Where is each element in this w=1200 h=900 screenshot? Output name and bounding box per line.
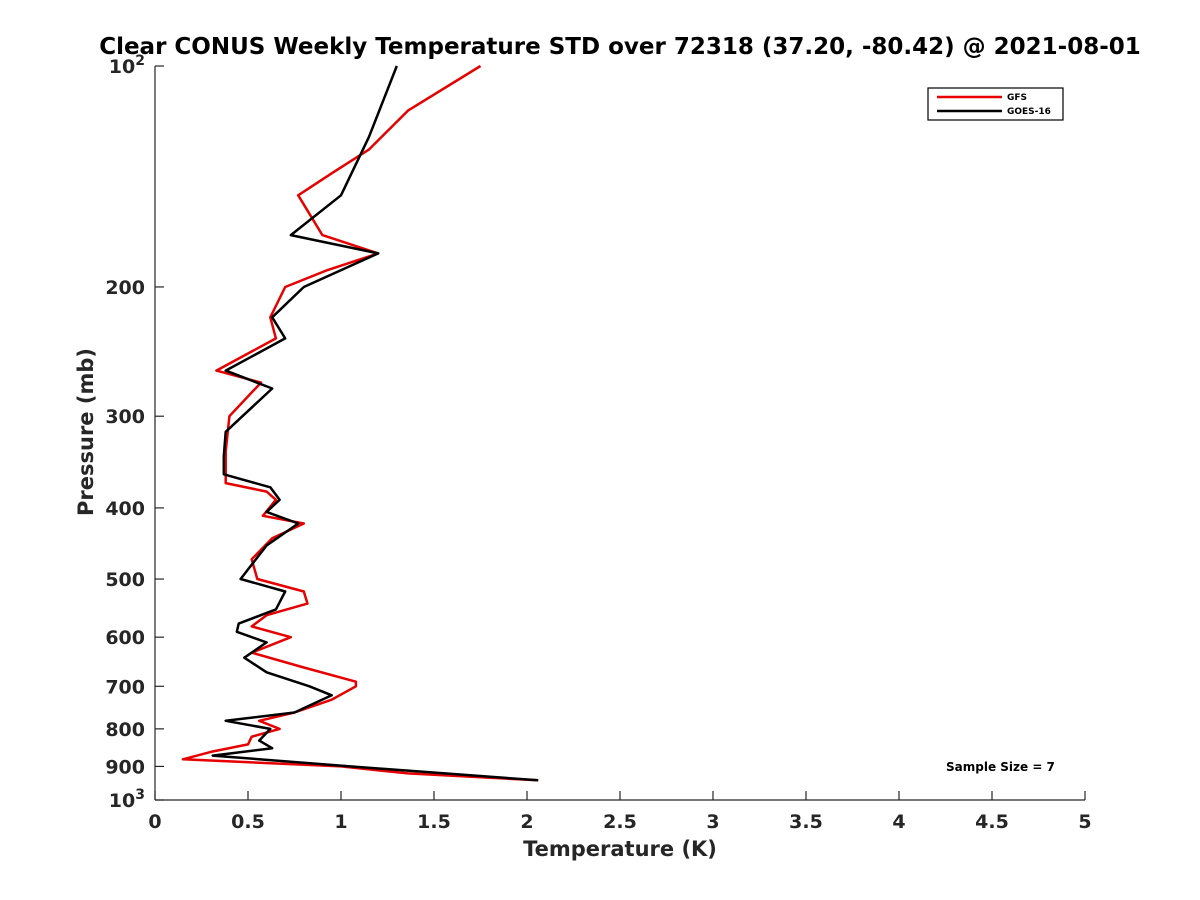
y-tick-label: 300 xyxy=(105,406,145,428)
x-tick-label: 0 xyxy=(148,811,161,833)
x-tick-label: 2.5 xyxy=(603,811,637,833)
x-axis-label: Temperature (K) xyxy=(523,837,717,861)
x-tick-label: 5 xyxy=(1078,811,1091,833)
x-tick-label: 3 xyxy=(706,811,719,833)
y-tick-label: 600 xyxy=(105,627,145,649)
x-tick-label: 0.5 xyxy=(231,811,265,833)
x-tick-label: 4.5 xyxy=(975,811,1009,833)
legend: GFS GOES-16 xyxy=(927,87,1064,121)
plot-area: 0 0.5 1 1.5 2 2.5 3 3.5 4 4.5 5 102 200 300 400 500 600… xyxy=(105,53,1091,833)
y-tick-label: 500 xyxy=(105,569,145,591)
y-tick-label: 700 xyxy=(105,676,145,698)
x-tick-label: 4 xyxy=(892,811,905,833)
y-axis-label: Pressure (mb) xyxy=(74,348,98,516)
y-tick-label: 800 xyxy=(105,719,145,741)
y-tick-label: 400 xyxy=(105,498,145,520)
x-tick-label: 2 xyxy=(520,811,533,833)
y-tick-label: 102 xyxy=(109,53,145,78)
x-tick-label: 1 xyxy=(334,811,347,833)
legend-label-goes-16: GOES-16 xyxy=(1007,107,1051,117)
series-lines xyxy=(181,64,539,782)
x-tick-label: 1.5 xyxy=(417,811,451,833)
x-ticks: 0 0.5 1 1.5 2 2.5 3 3.5 4 4.5 5 xyxy=(148,791,1092,833)
y-tick-label: 200 xyxy=(105,277,145,299)
sample-size-annotation: Sample Size = 7 xyxy=(946,760,1055,774)
x-tick-label: 3.5 xyxy=(789,811,823,833)
legend-label-gfs: GFS xyxy=(1007,93,1027,103)
y-ticks: 102 200 300 400 500 600 700 800 900 103 xyxy=(105,53,164,812)
chart-title: Clear CONUS Weekly Temperature STD over … xyxy=(99,34,1141,60)
series-line-goes-16 xyxy=(211,65,539,782)
y-tick-label: 900 xyxy=(105,756,145,778)
legend-box xyxy=(927,87,1064,121)
series-line-gfs xyxy=(181,64,539,782)
y-tick-label: 103 xyxy=(109,787,145,812)
